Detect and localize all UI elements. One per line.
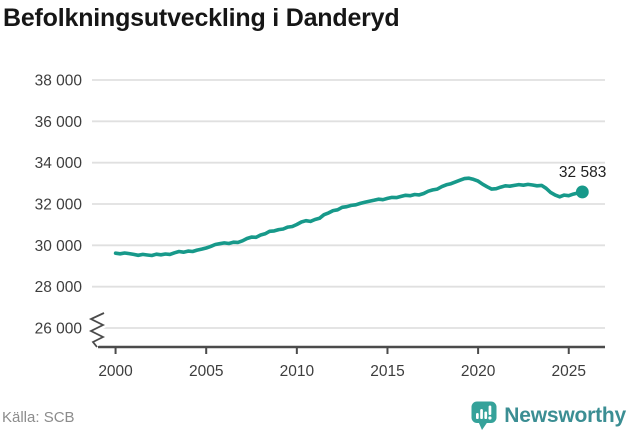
population-line xyxy=(113,176,585,258)
y-axis-tick-label: 34 000 xyxy=(35,155,83,172)
chart-title: Befolkningsutveckling i Danderyd xyxy=(3,4,400,32)
axis-break-icon xyxy=(88,312,106,348)
x-axis-tick-label: 2000 xyxy=(98,363,133,380)
x-axis-tick-label: 2020 xyxy=(461,363,496,380)
newsworthy-wordmark: Newsworthy xyxy=(504,404,626,427)
source-label: Källa: SCB xyxy=(2,409,75,426)
y-axis-tick-label: 26 000 xyxy=(35,321,83,338)
newsworthy-bubble-chart-icon xyxy=(471,401,497,430)
y-axis-tick-label: 28 000 xyxy=(35,279,83,296)
chart-svg: 26 000 28 000 30 000 32 000 34 000 36 000 38 0… xyxy=(35,73,607,381)
end-value-label: 32 583 xyxy=(559,164,606,181)
y-axis-tick-label: 38 000 xyxy=(35,73,83,90)
y-axis-tick-label: 36 000 xyxy=(35,114,83,131)
y-axis-tick-label: 32 000 xyxy=(35,197,83,214)
y-axis-tick-label: 30 000 xyxy=(35,238,83,255)
x-axis-tick-label: 2025 xyxy=(552,363,586,380)
x-axis-tick-label: 2005 xyxy=(189,363,223,380)
newsworthy-logo[interactable]: Newsworthy xyxy=(471,401,626,431)
x-axis-tick-label: 2015 xyxy=(370,363,404,380)
end-point-dot xyxy=(575,185,589,199)
x-axis-tick-label: 2010 xyxy=(280,363,315,380)
